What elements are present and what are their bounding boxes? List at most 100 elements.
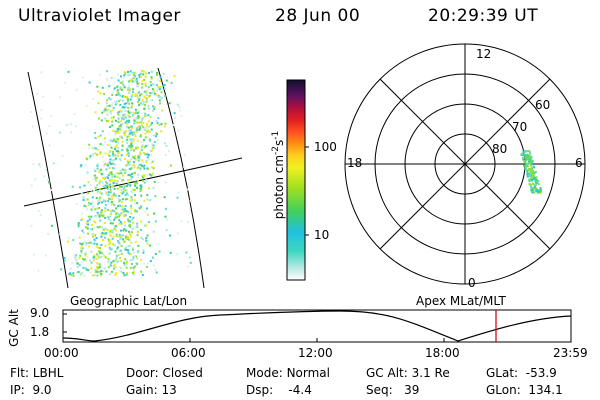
aurora-pixel [119,99,122,102]
aurora-pixel [106,99,109,102]
info-mode: Mode: Normal [246,366,330,380]
aurora-pixel [30,224,33,227]
aurora-pixel [111,124,114,127]
aurora-pixel [146,262,149,265]
aurora-pixel [81,261,84,264]
aurora-pixel [85,105,88,108]
aurora-pixel [148,138,151,141]
aurora-pixel [102,144,105,147]
aurora-pixel [116,246,119,249]
orbit-xtick-1800: 18:00 [425,346,460,360]
aurora-pixel [113,218,116,221]
aurora-pixel [140,270,143,273]
aurora-pixel [129,224,132,226]
aurora-pixel [98,188,101,191]
aurora-pixel [40,214,42,217]
aurora-pixel [151,149,154,152]
aurora-pixel [178,109,181,112]
aurora-pixel [125,210,128,213]
aurora-pixel [117,150,119,153]
aurora-pixel [139,154,142,157]
aurora-pixel [90,242,93,245]
aurora-pixel [137,121,140,124]
aurora-pixel [135,240,138,243]
aurora-pixel [143,164,146,167]
aurora-pixel [116,127,119,130]
aurora-pixel [119,103,122,106]
aurora-pixel [161,96,164,99]
aurora-pixel [94,186,97,189]
aurora-pixel [531,191,534,194]
aurora-pixel [132,271,134,274]
aurora-pixel [114,265,117,268]
aurora-pixel [96,243,99,246]
aurora-pixel [126,136,129,139]
aurora-pixel [93,242,96,245]
aurora-pixel [95,147,98,150]
aurora-pixel [83,204,86,207]
aurora-pixel [72,239,75,242]
aurora-pixel [111,109,114,112]
aurora-pixel [535,183,538,186]
aurora-pixel [118,222,121,225]
app-title: Ultraviolet Imager [18,6,181,26]
aurora-pixel [110,76,113,79]
aurora-pixel [532,182,534,185]
aurora-pixel [141,159,144,162]
aurora-pixel [143,262,146,265]
aurora-pixel [138,76,141,79]
aurora-pixel [113,138,116,141]
colorbar-unit-label: photon cm-2s-1 [271,130,286,220]
aurora-pixel [109,112,112,114]
aurora-pixel [529,152,532,155]
aurora-pixel [106,79,109,82]
aurora-pixel [120,188,123,191]
aurora-pixel [93,189,96,192]
aurora-pixel [120,86,123,89]
aurora-pixel [129,266,132,269]
aurora-pixel [115,272,117,275]
aurora-pixel [115,207,118,210]
aurora-pixel [119,257,121,259]
aurora-pixel [83,240,86,243]
aurora-pixel [114,274,117,276]
aurora-pixel [113,227,116,230]
aurora-pixel [124,109,127,112]
aurora-pixel [528,174,531,177]
aurora-pixel [121,168,124,171]
aurora-pixel [81,243,84,246]
orbit-xtick-0600: 06:00 [171,346,206,360]
aurora-pixel [130,138,133,141]
aurora-pixel [139,125,141,128]
aurora-pixel [77,222,80,225]
colorbar-tick-10: 10 [314,228,330,242]
aurora-pixel [522,152,525,155]
aurora-pixel [136,224,139,227]
aurora-pixel [135,130,138,133]
aurora-pixel [129,259,132,262]
aurora-pixel [140,220,142,223]
aurora-pixel [130,106,133,109]
orbit-altitude-curve [62,310,572,342]
aurora-pixel [136,95,139,98]
aurora-pixel [115,94,118,96]
aurora-pixel [145,239,148,242]
aurora-pixel [109,97,112,99]
aurora-pixel [132,114,134,117]
aurora-pixel [88,81,91,84]
aurora-pixel [113,175,116,178]
aurora-pixel [153,108,156,110]
aurora-pixel [97,267,100,269]
aurora-pixel [120,191,123,194]
polar-grid [344,43,586,285]
aurora-pixel [118,198,120,201]
aurora-pixel [105,192,108,195]
aurora-pixel [530,163,533,166]
aurora-pixel [116,139,119,142]
aurora-pixel [124,72,127,75]
aurora-pixel [107,97,110,100]
aurora-pixel [109,161,112,164]
aurora-pixel [117,79,120,82]
aurora-pixel [116,172,119,175]
